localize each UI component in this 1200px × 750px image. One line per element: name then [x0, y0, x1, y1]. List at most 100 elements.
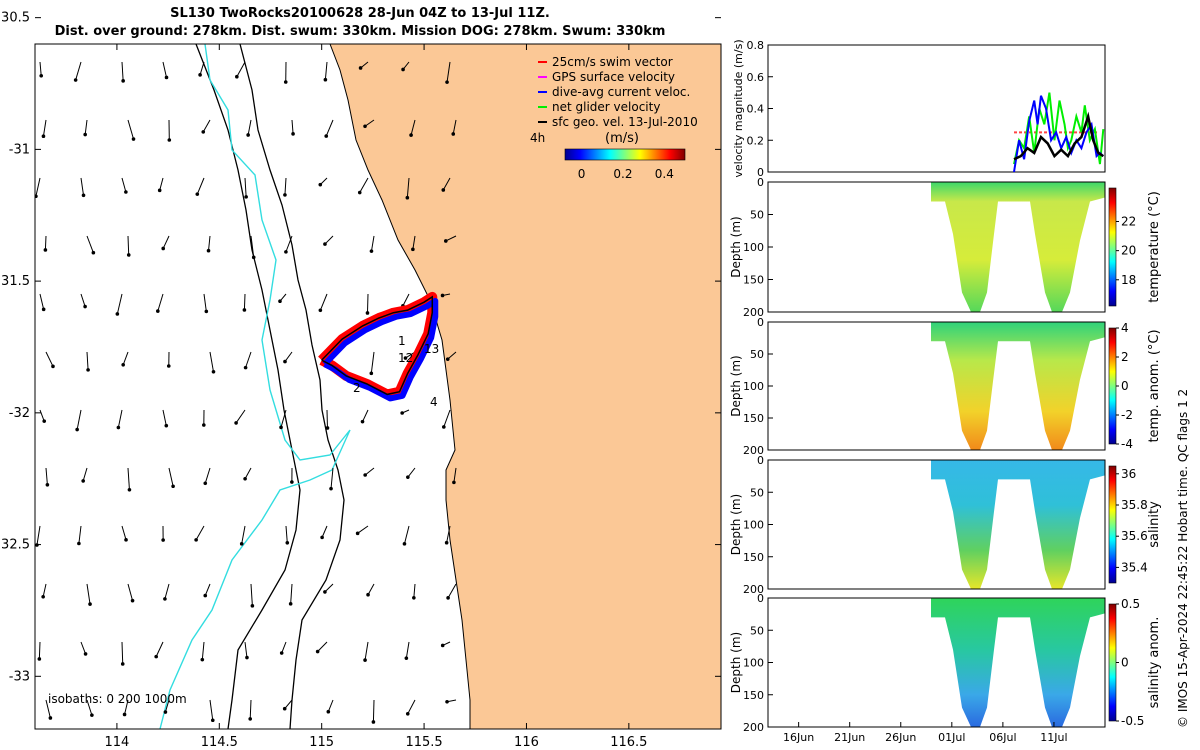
current-arrow	[38, 641, 41, 659]
curtain-data-area	[931, 460, 1105, 589]
colorbar-tick-label: -2	[1121, 408, 1133, 422]
current-arrow-head	[445, 80, 449, 84]
legend-entry-2-label: dive-avg current veloc.	[552, 85, 690, 99]
current-arrow-head	[315, 649, 320, 654]
current-arrow	[121, 61, 124, 81]
current-arrow-head	[251, 255, 256, 260]
current-arrow-head	[369, 249, 374, 253]
colorbar-tick-label: 0.2	[613, 167, 632, 181]
current-arrow	[157, 293, 164, 312]
time-scale-label: 4h	[530, 131, 545, 145]
colorbar-tick-label: -4	[1121, 437, 1133, 451]
current-arrow	[284, 177, 287, 195]
current-arrow-head	[41, 134, 46, 139]
current-arrow	[364, 467, 375, 476]
current-arrow-head	[81, 479, 85, 483]
curtain-panel-salinity: 0 50 100 150 200 Depth (m) 35.4 35.6 35.8 36 salin…	[729, 454, 1162, 596]
current-arrow	[162, 235, 170, 249]
time-tick-label: 01Jul	[938, 731, 965, 744]
current-arrow-head	[83, 652, 88, 656]
current-arrow-head	[444, 540, 449, 545]
current-arrow	[317, 641, 328, 652]
legend-entry-4-label: sfc geo. vel. 13-Jul-2010	[552, 115, 698, 129]
current-arrow-head	[357, 190, 362, 195]
depth-tick-label: 200	[743, 444, 764, 457]
current-arrow-head	[451, 132, 456, 136]
current-arrow-head	[445, 357, 450, 361]
map-title-line-2: Dist. over ground: 278km. Dist. swum: 33…	[54, 24, 666, 39]
current-arrow-head	[194, 538, 198, 542]
current-arrow	[121, 177, 127, 193]
current-arrow-head	[210, 718, 215, 723]
colorbar-tick-label: 2	[1121, 350, 1129, 364]
current-arrow	[324, 61, 328, 80]
current-arrow-head	[43, 248, 48, 252]
isobath-legend: isobaths: 0 200 1000m	[48, 692, 187, 706]
current-arrow	[290, 583, 293, 604]
current-arrow	[327, 699, 334, 712]
current-arrow-head	[245, 655, 249, 660]
current-arrow-head	[198, 73, 202, 77]
land-area	[330, 44, 721, 729]
current-arrow	[285, 235, 293, 253]
current-arrow-head	[441, 188, 446, 192]
current-arrow	[168, 467, 174, 487]
current-arrow	[39, 293, 45, 310]
current-arrow	[42, 583, 47, 597]
current-arrow	[117, 409, 123, 428]
depth-tick-label: 200	[743, 583, 764, 596]
current-arrow	[250, 583, 253, 606]
current-arrow-head	[452, 480, 456, 485]
colorbar-label: temp. anom. (°C)	[1147, 329, 1162, 442]
colorbar-tick-label: 4	[1121, 321, 1129, 335]
current-arrow-head	[366, 592, 370, 597]
current-arrow-head	[318, 182, 323, 187]
current-arrow	[199, 61, 205, 75]
current-arrow	[370, 351, 375, 374]
current-arrow-head	[442, 425, 446, 429]
map-axes: 114 114.5 115 115.5 116 116.5 30.5 -31 31.5 -32 32…	[1, 11, 721, 750]
velocity-y-tick-label: 0.2	[747, 134, 765, 147]
current-arrow-head	[35, 194, 38, 199]
isobath-1000m	[195, 44, 301, 729]
map-panel: 1 13 12 2 4 114 114.5 115 115.5 116 116.5 30.5 -31 3…	[1, 11, 722, 750]
current-arrow	[36, 525, 41, 546]
legend-entry-1-label: GPS surface velocity	[552, 70, 675, 84]
depth-tick-label: 100	[743, 657, 764, 670]
current-arrow	[80, 641, 87, 655]
depth-tick-label: 50	[750, 624, 764, 637]
current-arrow-head	[323, 242, 327, 246]
track-day-label: 1	[398, 334, 406, 348]
legend-entry-3-label: net glider velocity	[552, 100, 660, 114]
current-arrow	[204, 467, 211, 484]
current-arrow-head	[248, 717, 253, 721]
current-arrow	[124, 699, 129, 715]
map-x-tick-label: 115	[309, 735, 334, 750]
current-arrow-head	[371, 720, 376, 724]
current-arrow	[121, 641, 124, 664]
depth-ylabel: Depth (m)	[729, 216, 743, 277]
current-arrow-head	[90, 713, 94, 717]
curtain-data-area	[931, 598, 1105, 727]
current-arrow-head	[41, 307, 46, 312]
legend-entry-0-label: 25cm/s swim vector	[552, 55, 673, 69]
current-arrow	[127, 467, 130, 490]
current-arrow-head	[51, 364, 55, 369]
current-arrow	[235, 409, 246, 424]
current-arrow	[202, 119, 211, 133]
current-arrow-head	[154, 654, 158, 659]
current-arrow	[39, 409, 45, 422]
current-arrow-head	[75, 427, 79, 432]
depth-ylabel: Depth (m)	[729, 494, 743, 555]
current-arrow-head	[235, 74, 239, 79]
current-arrow-head	[279, 651, 284, 655]
current-arrow	[357, 525, 369, 534]
net-track-line	[321, 295, 434, 396]
isobath-0m	[159, 44, 351, 729]
current-arrow-head	[164, 75, 169, 80]
current-arrow	[45, 467, 48, 485]
current-arrow-head	[202, 423, 206, 427]
current-arrow	[446, 525, 451, 543]
curtain-colorbar	[1108, 187, 1117, 307]
